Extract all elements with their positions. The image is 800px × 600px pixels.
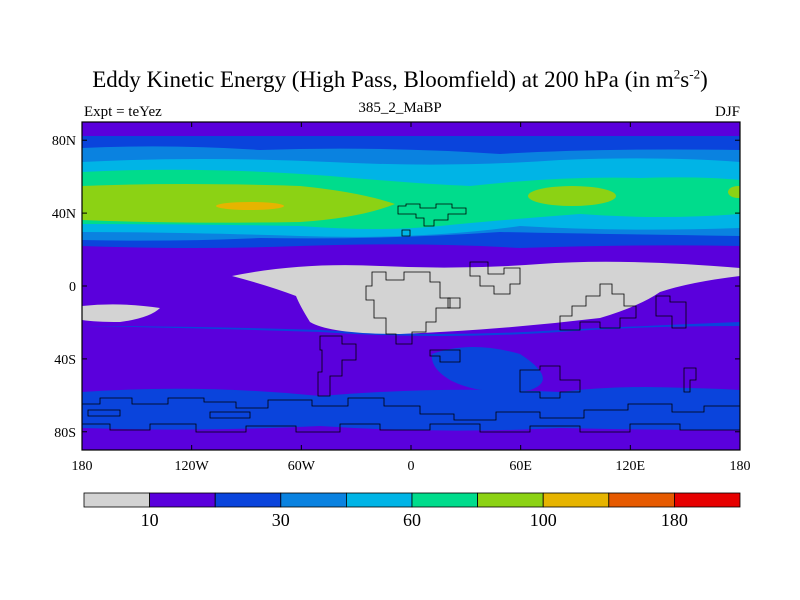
coastline-australia	[519, 365, 581, 399]
coastline-arabia	[469, 261, 521, 295]
colorbar-label: 100	[530, 510, 557, 530]
lon-tick-label: 120W	[175, 459, 210, 474]
case-label: 385_2_MaBP	[358, 100, 442, 116]
field-100-120-pacific	[728, 186, 740, 198]
title-text-end: )	[700, 67, 708, 92]
lon-tick-label: 60W	[288, 459, 316, 474]
experiment-label: Expt = teYez	[84, 104, 162, 120]
lat-tick-label: 80S	[54, 426, 76, 441]
field-10-20-south	[82, 326, 740, 396]
field-below-10-east-pacific	[82, 304, 160, 322]
lon-tick-label: 120E	[616, 459, 646, 474]
colorbar-label: 60	[403, 510, 421, 530]
map-title: Eddy Kinetic Energy (High Pass, Bloomfie…	[0, 66, 800, 94]
lat-tick-label: 80N	[52, 134, 76, 149]
season-label: DJF	[714, 104, 740, 120]
lon-tick-label: 0	[408, 459, 415, 474]
coastline-southeast-asia	[559, 283, 637, 331]
coastline-antarctic-islands	[87, 409, 251, 419]
colorbar: 10 30 60 100 180	[83, 492, 741, 530]
field-30-45-indian-ocean	[431, 347, 543, 392]
coastline-indonesia	[655, 295, 687, 329]
colorbar-swatch	[345, 492, 413, 508]
title-superscript-1: 2	[673, 66, 681, 82]
coastline-south-africa	[429, 349, 461, 363]
field-100-120-asia	[528, 186, 616, 206]
coastlines	[82, 203, 740, 433]
coastline-europe	[397, 203, 467, 227]
title-superscript-2: -2	[689, 66, 701, 82]
field-120-150-core	[216, 202, 284, 210]
contour-fields	[82, 122, 740, 450]
colorbar-label: 30	[272, 510, 290, 530]
lon-tick-label: 180	[72, 459, 93, 474]
lat-tick-label: 40S	[54, 353, 76, 368]
colorbar-swatch	[542, 492, 610, 508]
coastline-iberia	[401, 229, 411, 237]
colorbar-swatch	[83, 492, 150, 508]
colorbar-label: 10	[141, 510, 159, 530]
coastline-africa	[365, 271, 451, 345]
coastline-madagascar	[447, 297, 461, 309]
colorbar-swatch	[411, 492, 478, 508]
coastline-antarctica-north	[82, 397, 740, 421]
field-10-20-antarctic	[82, 426, 740, 450]
lat-tick-label: 0	[69, 280, 76, 295]
colorbar-swatch	[608, 492, 675, 508]
colorbar-swatch	[214, 492, 282, 508]
colorbar-swatch	[674, 492, 741, 508]
colorbar-swatch	[149, 492, 216, 508]
colorbar-label: 180	[661, 510, 688, 530]
latitude-axis: 80N 40N 0 40S 80S	[52, 134, 740, 441]
coastline-south-america	[317, 335, 357, 397]
colorbar-swatch	[280, 492, 347, 508]
title-text-mid: s	[680, 67, 690, 92]
lon-tick-label: 180	[730, 459, 751, 474]
lat-tick-label: 40N	[52, 207, 76, 222]
coastline-antarctica-south	[82, 423, 740, 433]
field-10-20-polar	[82, 122, 740, 136]
coastline-new-zealand	[683, 367, 697, 393]
lon-tick-label: 60E	[509, 459, 532, 474]
longitude-axis: 180 120W 60W 0 60E 120E 180	[72, 122, 751, 474]
title-text: Eddy Kinetic Energy (High Pass, Bloomfie…	[92, 67, 674, 92]
field-below-10-equatorial	[232, 261, 740, 334]
colorbar-swatch	[477, 492, 544, 508]
